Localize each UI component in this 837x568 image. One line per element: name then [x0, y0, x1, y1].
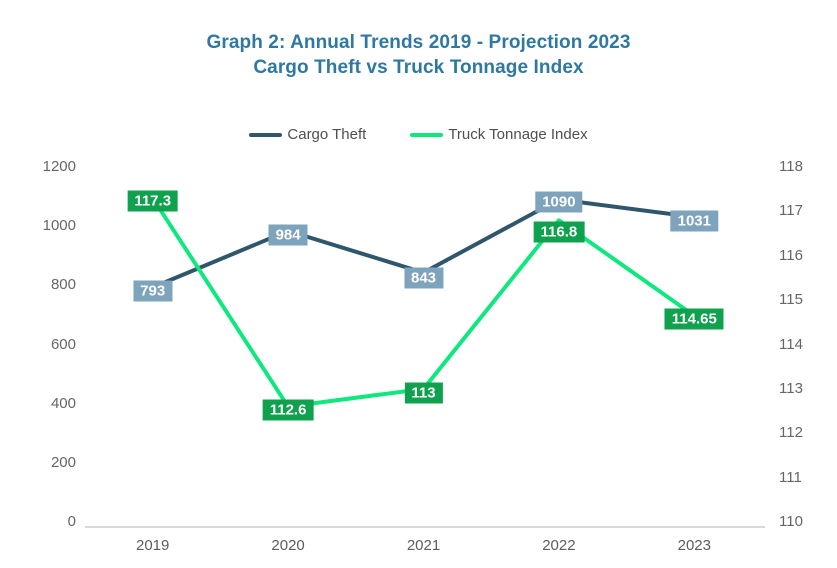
chart-legend: Cargo Theft Truck Tonnage Index: [0, 126, 837, 143]
chart-title: Graph 2: Annual Trends 2019 - Projection…: [0, 30, 837, 80]
series-line-cargo-theft: [150, 197, 697, 290]
series-line-truck-tonnage-index: [150, 196, 697, 409]
legend-item-truck-tonnage-index: Truck Tonnage Index: [410, 126, 588, 143]
chart-title-line1: Graph 2: Annual Trends 2019 - Projection…: [206, 32, 631, 53]
legend-swatch-truck-tonnage-index: [410, 132, 444, 137]
legend-swatch-cargo-theft: [249, 132, 283, 137]
legend-item-cargo-theft: Cargo Theft: [249, 126, 366, 143]
legend-label: Cargo Theft: [287, 126, 367, 143]
legend-label: Truck Tonnage Index: [448, 126, 588, 143]
chart-title-line2: Cargo Theft vs Truck Tonnage Index: [253, 57, 584, 78]
